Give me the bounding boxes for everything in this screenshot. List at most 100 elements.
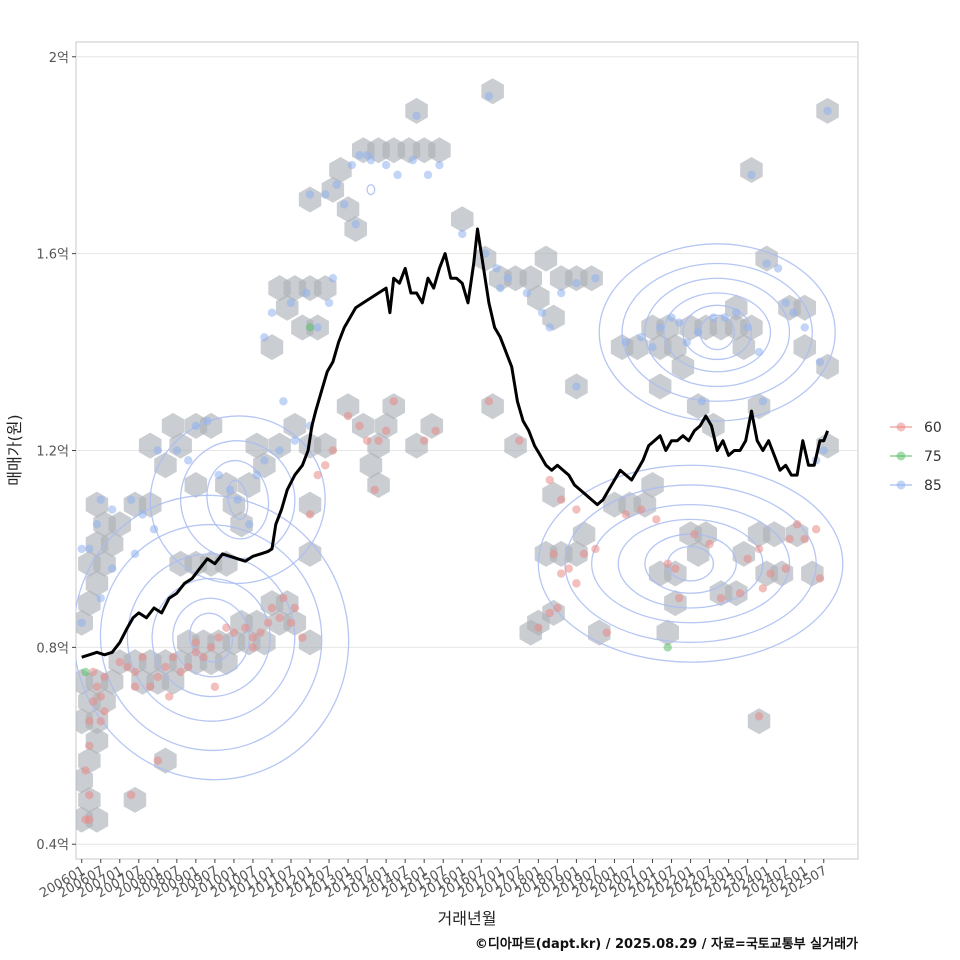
hexbin-cell	[78, 590, 101, 617]
point-85	[781, 298, 790, 308]
hexbin-cell	[664, 334, 687, 361]
point-85	[275, 446, 284, 455]
point-85	[130, 549, 140, 559]
point-60	[792, 520, 802, 529]
point-60	[85, 815, 94, 824]
y-tick-label: 2억	[49, 51, 69, 66]
density-contour	[126, 553, 296, 722]
point-60	[636, 505, 646, 514]
hexbin-cell	[656, 619, 679, 646]
point-60	[431, 426, 440, 436]
point-85	[324, 298, 334, 308]
hexbin-cell	[154, 747, 177, 774]
point-60	[545, 475, 554, 485]
hexbin-cell	[268, 432, 291, 459]
point-85	[800, 323, 809, 332]
point-85	[621, 338, 631, 347]
hexbin-cell	[793, 334, 816, 361]
density-contour	[227, 479, 249, 520]
point-85	[823, 106, 832, 116]
point-60	[674, 593, 684, 603]
point-60	[705, 539, 714, 549]
point-60	[381, 426, 391, 436]
point-60	[279, 593, 288, 603]
hexbin-cell	[78, 786, 101, 813]
point-60	[564, 564, 573, 573]
x-axis-ticks: 2006012006072007012007072008012008072009…	[37, 859, 830, 901]
hexbin-cell	[473, 245, 497, 272]
density-contour	[564, 484, 817, 644]
point-85	[244, 520, 254, 529]
point-85	[233, 495, 242, 504]
point-60	[419, 436, 429, 445]
point-85	[191, 421, 201, 431]
point-85	[522, 288, 532, 298]
hexbin-cell	[374, 412, 398, 439]
density-contour	[149, 415, 326, 585]
point-60	[811, 525, 821, 534]
point-85	[203, 416, 212, 426]
point-85	[214, 470, 223, 480]
source-caption: ©디아파트(dapt.kr) / 2025.08.29 / 자료=국토교통부 실…	[475, 936, 858, 952]
point-85	[267, 308, 277, 317]
point-60	[754, 544, 764, 554]
hexbin-cell	[382, 393, 405, 420]
density-contour	[590, 503, 791, 624]
x-axis-title: 거래년월	[438, 909, 497, 928]
density-contour	[682, 304, 753, 361]
density-contour	[621, 262, 813, 402]
point-75	[663, 643, 672, 652]
point-60	[690, 529, 699, 539]
point-60	[248, 633, 258, 642]
hexbin-cell	[793, 294, 816, 321]
point-60	[267, 603, 277, 613]
point-85	[648, 342, 657, 352]
point-60	[362, 436, 372, 445]
point-60	[815, 574, 825, 583]
point-60	[88, 667, 98, 677]
y-tick-label: 0.4억	[36, 838, 69, 853]
density-contour	[644, 277, 791, 388]
point-60	[754, 712, 764, 721]
point-60	[210, 682, 220, 691]
scatter-points	[77, 91, 832, 824]
point-85	[682, 338, 691, 347]
hexbin-cell	[154, 452, 177, 479]
point-60	[549, 549, 558, 559]
point-85	[747, 170, 756, 180]
point-60	[115, 657, 124, 667]
hexbin-cell	[76, 767, 93, 794]
point-60	[374, 436, 383, 445]
point-60	[328, 446, 338, 455]
point-60	[305, 510, 315, 519]
legend-label: 75	[924, 449, 942, 465]
point-60	[355, 421, 364, 431]
legend-label: 85	[924, 478, 942, 494]
hexbin-cell	[534, 245, 558, 272]
point-60	[553, 603, 562, 613]
density-contours	[76, 184, 844, 781]
point-85	[503, 274, 513, 283]
point-85	[184, 456, 193, 465]
point-60	[248, 643, 258, 652]
point-85	[362, 150, 372, 160]
hexbin-cell	[85, 806, 109, 833]
point-85	[138, 510, 147, 519]
point-60	[321, 461, 330, 470]
density-contour	[617, 518, 764, 609]
hexbin-cell	[283, 412, 307, 439]
point-60	[602, 628, 612, 637]
point-85	[85, 544, 94, 554]
point-60	[286, 618, 296, 627]
point-60	[766, 569, 775, 578]
y-axis-ticks: 0.4억 0.8억 1.2억 1.6억 2억	[36, 51, 76, 853]
point-85	[484, 91, 494, 101]
point-60	[85, 716, 94, 726]
point-60	[484, 397, 494, 406]
point-60	[81, 766, 90, 775]
point-85	[423, 170, 433, 180]
point-60	[222, 623, 231, 632]
hexbin-cell	[527, 284, 550, 311]
point-60	[263, 618, 273, 627]
